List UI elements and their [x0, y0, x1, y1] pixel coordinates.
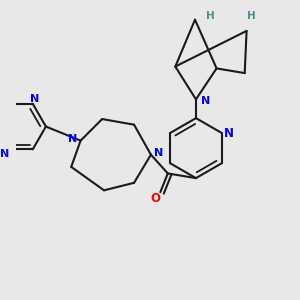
- Text: N: N: [68, 134, 78, 144]
- Text: N: N: [224, 127, 233, 140]
- Text: H: H: [247, 11, 256, 21]
- Text: N: N: [201, 96, 210, 106]
- Text: O: O: [151, 192, 160, 205]
- Text: H: H: [206, 11, 214, 21]
- Text: N: N: [0, 149, 9, 159]
- Text: N: N: [30, 94, 39, 104]
- Text: N: N: [154, 148, 163, 158]
